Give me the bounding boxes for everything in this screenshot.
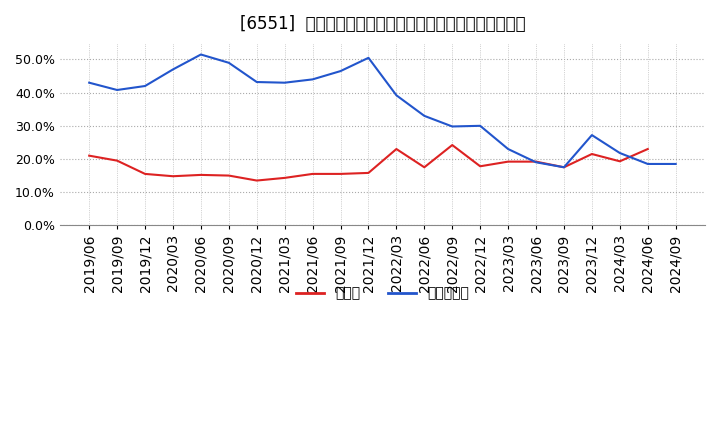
現預金: [364, 170, 373, 176]
現預金: [420, 165, 428, 170]
有利子負債: [168, 67, 177, 72]
有利子負債: [197, 52, 205, 57]
現預金: [392, 147, 401, 152]
現預金: [616, 159, 624, 164]
Line: 現預金: 現預金: [89, 145, 648, 180]
有利子負債: [253, 79, 261, 84]
現預金: [644, 147, 652, 152]
Title: [6551]  現預金、有利子負債の総資産に対する比率の推移: [6551] 現預金、有利子負債の総資産に対する比率の推移: [240, 15, 526, 33]
Legend: 現預金, 有利子負債: 現預金, 有利子負債: [291, 281, 474, 306]
現預金: [280, 175, 289, 180]
現預金: [308, 171, 317, 176]
有利子負債: [364, 55, 373, 60]
現預金: [588, 151, 596, 157]
有利子負債: [476, 123, 485, 128]
有利子負債: [308, 77, 317, 82]
有利子負債: [671, 161, 680, 167]
Line: 有利子負債: 有利子負債: [89, 55, 675, 167]
現預金: [253, 178, 261, 183]
有利子負債: [448, 124, 456, 129]
現預金: [168, 174, 177, 179]
有利子負債: [616, 150, 624, 156]
現預金: [113, 158, 122, 163]
有利子負債: [392, 93, 401, 98]
現預金: [336, 171, 345, 176]
有利子負債: [336, 69, 345, 74]
現預金: [140, 171, 149, 176]
有利子負債: [280, 80, 289, 85]
有利子負債: [504, 147, 513, 152]
有利子負債: [140, 83, 149, 88]
有利子負債: [531, 160, 540, 165]
現預金: [85, 153, 94, 158]
現預金: [197, 172, 205, 178]
有利子負債: [225, 60, 233, 66]
現預金: [504, 159, 513, 164]
現預金: [225, 173, 233, 178]
有利子負債: [644, 161, 652, 167]
現預金: [476, 164, 485, 169]
現預金: [531, 159, 540, 164]
有利子負債: [588, 132, 596, 138]
現預金: [448, 143, 456, 148]
有利子負債: [85, 80, 94, 85]
現預金: [559, 165, 568, 170]
有利子負債: [559, 165, 568, 170]
有利子負債: [113, 88, 122, 93]
有利子負債: [420, 113, 428, 118]
